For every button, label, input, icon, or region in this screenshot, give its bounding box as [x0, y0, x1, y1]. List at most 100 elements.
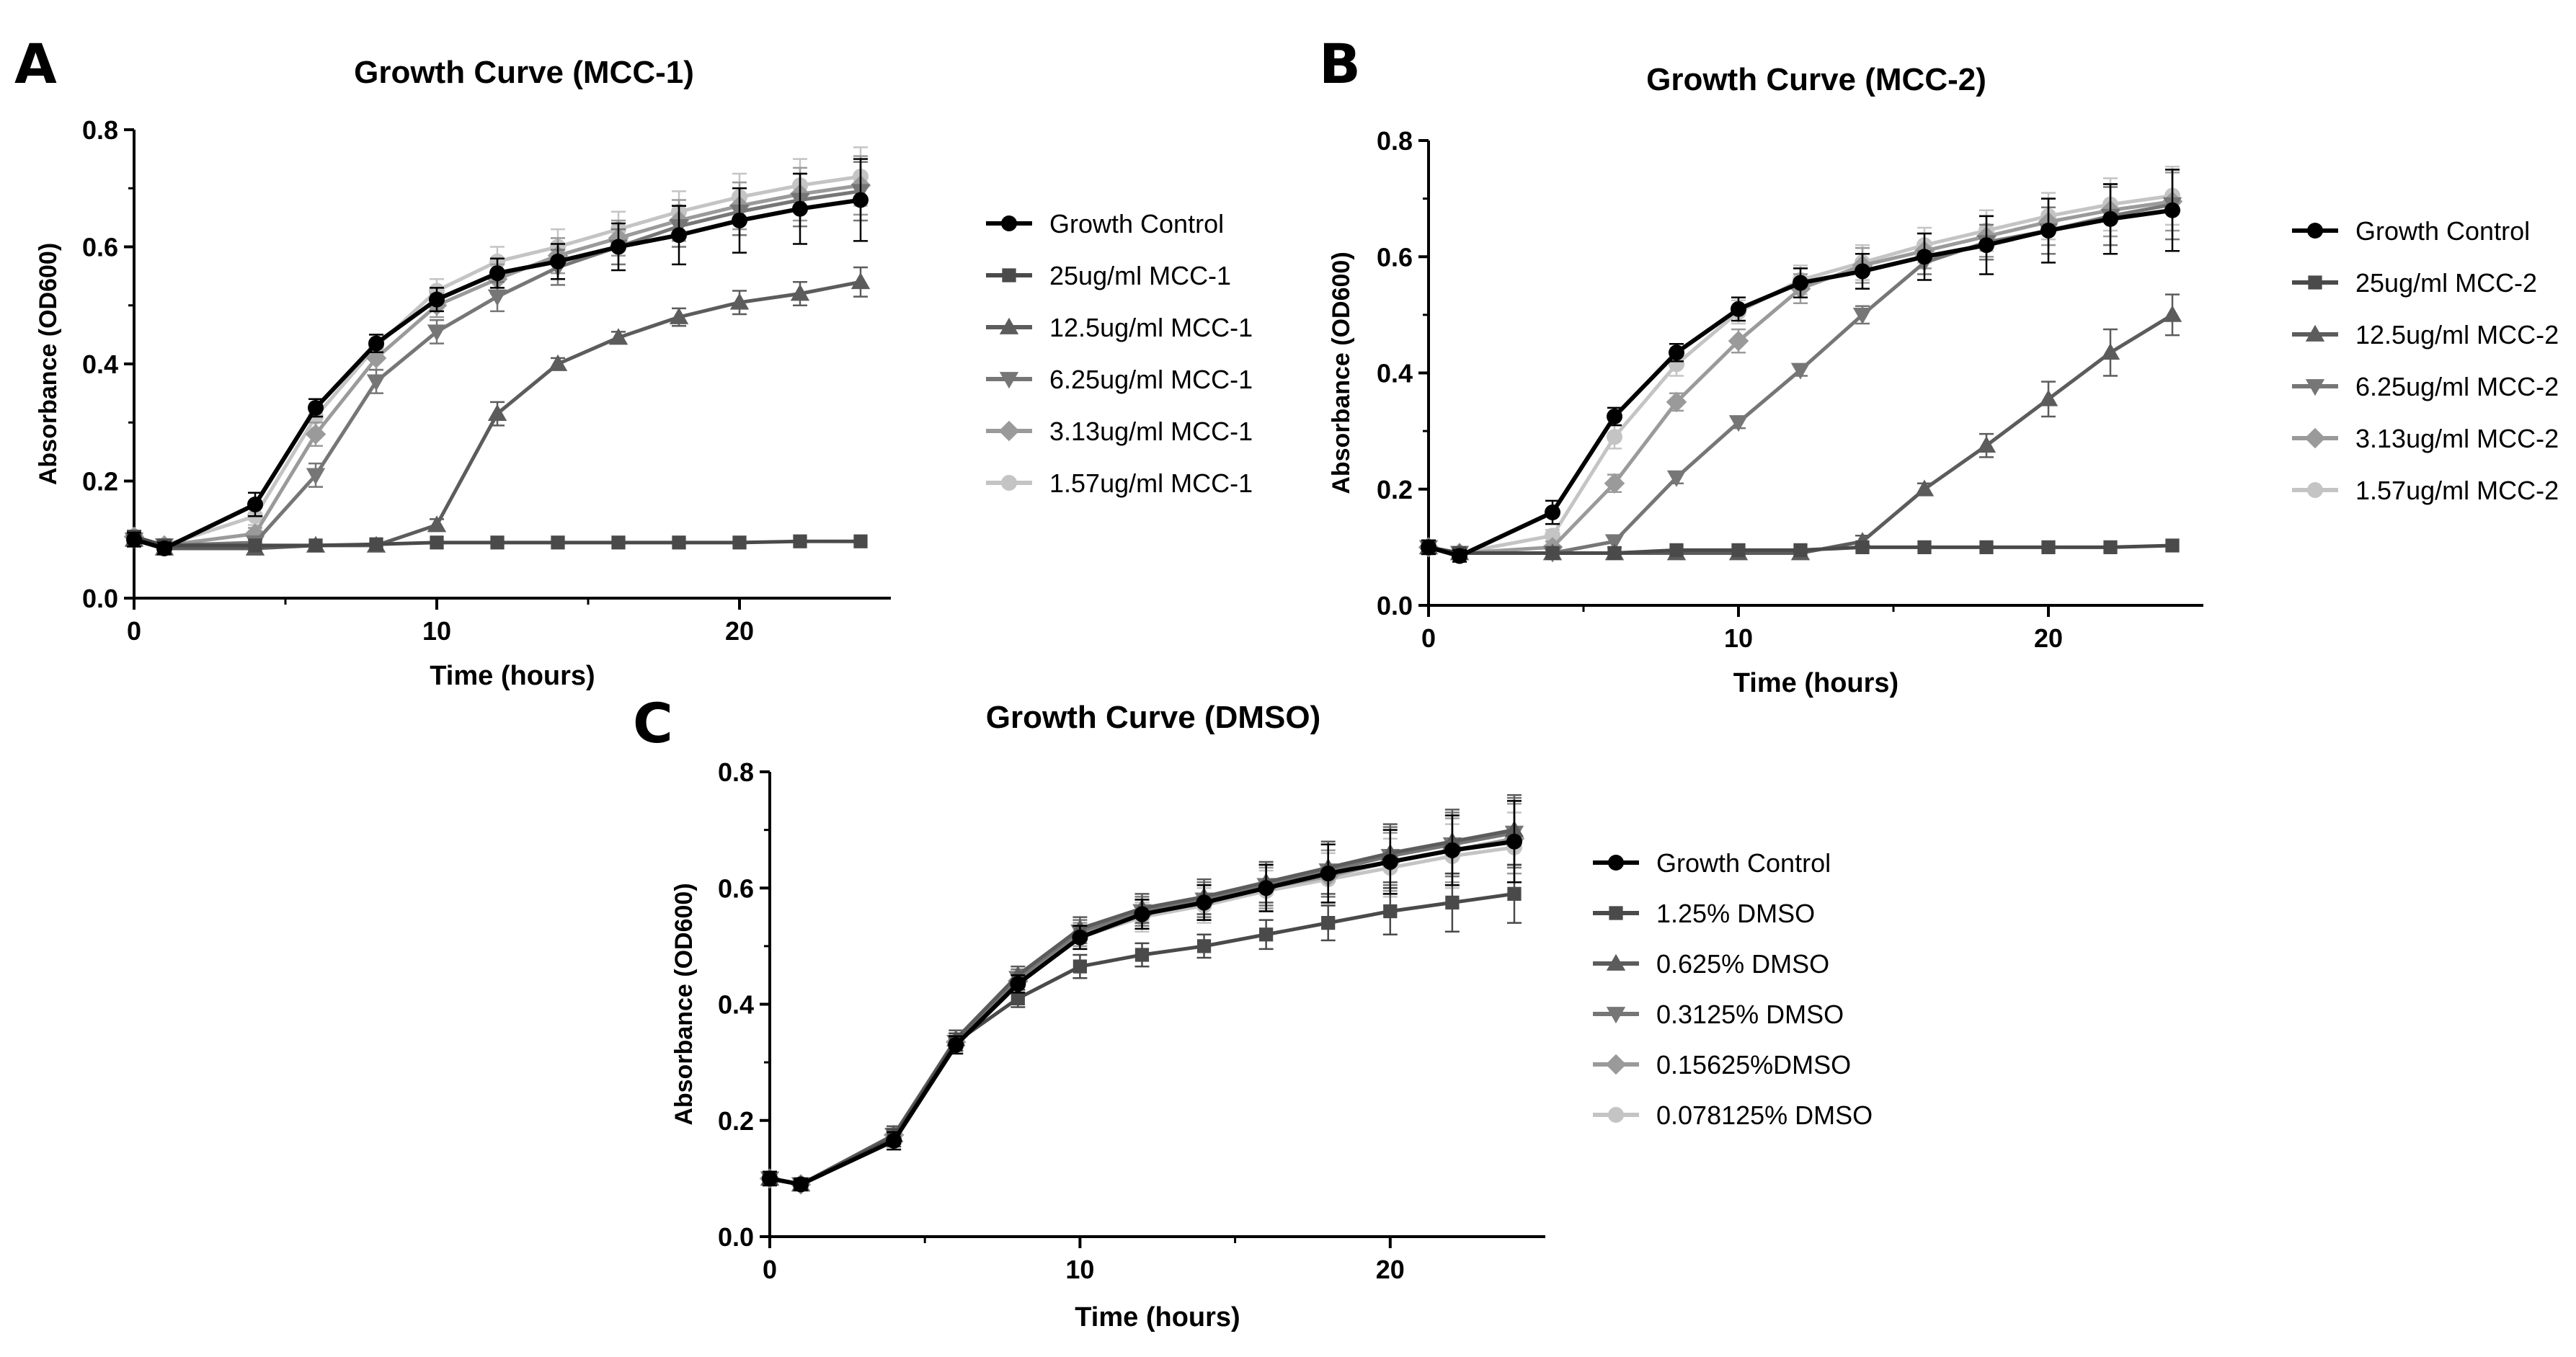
data-point	[1383, 904, 1398, 919]
x-tick-label: 20	[2034, 623, 2063, 653]
data-point	[306, 468, 326, 485]
data-point	[490, 535, 505, 550]
legend-item: 1.57ug/ml MCC-1	[986, 468, 1253, 498]
data-point	[2102, 210, 2118, 227]
data-point	[850, 272, 871, 290]
data-point	[1607, 546, 1622, 561]
chart-title: Growth Curve (MCC-2)	[1646, 62, 1986, 97]
data-point	[1852, 307, 1873, 325]
y-tick-label: 0.4	[718, 990, 754, 1020]
data-point	[366, 374, 386, 391]
data-point	[2041, 540, 2056, 554]
legend-item: Growth Control	[2292, 216, 2530, 246]
data-point	[1731, 543, 1746, 558]
data-point	[608, 328, 629, 345]
legend-label: 0.625% DMSO	[1656, 949, 1829, 979]
legend-swatch-marker	[2305, 324, 2325, 342]
series-line	[133, 174, 861, 548]
series-5	[762, 811, 1522, 1193]
chart-panel-a: A Growth Curve (MCC-1) 0.0 0.2 0.4 0.6 0.8 0 10 2…	[14, 32, 1253, 691]
legend-swatch-marker	[998, 420, 1020, 442]
legend-item: 3.13ug/ml MCC-1	[986, 417, 1253, 446]
data-point	[853, 534, 868, 548]
data-point	[1666, 470, 1687, 487]
data-point	[1728, 415, 1749, 432]
legend-item: 6.25ug/ml MCC-1	[986, 365, 1253, 394]
data-point	[792, 200, 808, 217]
legend-item: 12.5ug/ml MCC-2	[2292, 320, 2559, 350]
data-point	[2103, 540, 2118, 554]
data-point	[1793, 543, 1808, 558]
legend-label: 1.25% DMSO	[1656, 899, 1815, 928]
legend-item: 1.57ug/ml MCC-2	[2292, 476, 2559, 505]
y-tick-label: 0.0	[1377, 591, 1413, 620]
y-tick-label: 0.2	[1377, 475, 1413, 504]
data-point	[610, 239, 626, 255]
data-point	[487, 289, 507, 306]
data-point	[2040, 222, 2056, 239]
data-point	[2164, 202, 2180, 218]
chart-panel-b: B Growth Curve (MCC-2) 0.0 0.2 0.4 0.6 0.8 0 10 2…	[1319, 32, 2559, 698]
legend-swatch-marker	[1002, 268, 1016, 282]
data-point	[1669, 543, 1684, 558]
data-point	[1072, 929, 1088, 946]
legend-swatch-marker	[999, 372, 1019, 389]
legend-label: 0.3125% DMSO	[1656, 1000, 1844, 1029]
x-tick-label: 0	[763, 1255, 777, 1284]
data-point	[1666, 391, 1687, 413]
legend-label: 6.25ug/ml MCC-2	[2355, 372, 2559, 401]
data-point	[1320, 866, 1336, 882]
data-point	[1444, 842, 1460, 858]
legend-item: 12.5ug/ml MCC-1	[986, 313, 1253, 342]
data-point	[1545, 546, 1560, 561]
x-tick-label: 0	[127, 616, 141, 646]
data-point	[1321, 916, 1336, 930]
legend-swatch-marker	[1608, 855, 1624, 871]
legend-label: 1.57ug/ml MCC-2	[2355, 476, 2559, 505]
legend-label: 6.25ug/ml MCC-1	[1049, 365, 1253, 394]
y-tick-label: 0.6	[82, 233, 118, 262]
data-point	[551, 535, 565, 550]
y-axis-label: Absorbance (OD600)	[670, 883, 698, 1125]
data-point	[365, 347, 387, 369]
legend-swatch-marker	[1606, 1007, 1626, 1024]
legend: Growth Control 25ug/ml MCC-2 12.5ug/ml MCC…	[2292, 216, 2559, 505]
legend-label: Growth Control	[1656, 848, 1831, 878]
y-axis-label: Absorbance (OD600)	[1328, 252, 1355, 494]
data-point	[1196, 894, 1212, 911]
data-point	[1507, 886, 1522, 901]
data-point	[1011, 991, 1025, 1006]
legend-item: 6.25ug/ml MCC-2	[2292, 372, 2559, 401]
legend-item: 0.3125% DMSO	[1593, 1000, 1844, 1029]
data-point	[1855, 540, 1870, 554]
y-tick-label: 0.6	[1377, 242, 1413, 272]
series-0	[126, 158, 869, 556]
data-point	[948, 1036, 964, 1053]
legend-swatch-marker	[2307, 482, 2323, 498]
data-point	[548, 354, 568, 371]
legend-item: 1.25% DMSO	[1593, 899, 1815, 928]
data-point	[427, 324, 447, 342]
data-point	[762, 1170, 778, 1187]
data-point	[1793, 275, 1808, 291]
y-tick-label: 0.4	[82, 350, 118, 379]
data-point	[126, 531, 142, 548]
chart-title: Growth Curve (MCC-1)	[354, 55, 694, 90]
legend-label: 1.57ug/ml MCC-1	[1049, 468, 1253, 498]
legend: Growth Control 1.25% DMSO 0.625% DMSO 0.312…	[1593, 848, 1873, 1130]
data-point	[1976, 436, 1997, 453]
data-point	[1072, 959, 1088, 974]
legend-swatch-marker	[2308, 275, 2322, 290]
legend-item: 25ug/ml MCC-1	[986, 261, 1231, 290]
series-line	[133, 183, 861, 548]
data-point	[2165, 538, 2180, 553]
data-point	[1382, 853, 1398, 870]
data-point	[1010, 976, 1026, 992]
chart-title: Growth Curve (DMSO)	[986, 700, 1320, 735]
data-point	[305, 424, 327, 445]
series-0	[762, 800, 1522, 1193]
series-0	[1421, 169, 2180, 564]
legend-label: 25ug/ml MCC-1	[1049, 261, 1231, 290]
legend-item: 0.625% DMSO	[1593, 949, 1829, 979]
